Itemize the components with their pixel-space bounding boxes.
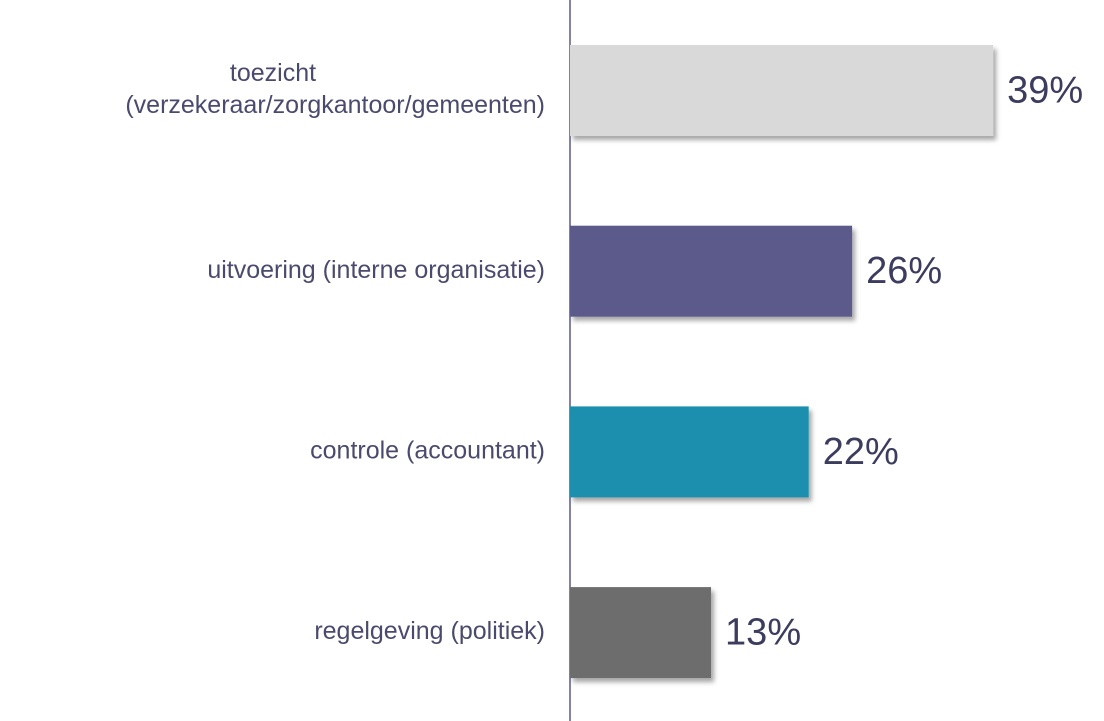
category-label: (verzekeraar/zorgkantoor/gemeenten) <box>125 91 545 119</box>
bar <box>570 225 853 317</box>
value-label: 13% <box>725 612 801 654</box>
bar <box>570 45 994 136</box>
bar <box>570 587 712 679</box>
category-label: controle (accountant) <box>310 437 545 465</box>
value-label: 26% <box>866 250 942 292</box>
value-label: 22% <box>823 431 899 473</box>
category-label: toezicht <box>230 59 316 87</box>
category-label: regelgeving (politiek) <box>314 617 545 645</box>
category-label: uitvoering (interne organisatie) <box>207 256 545 284</box>
bar <box>570 406 809 498</box>
value-label: 39% <box>1007 70 1083 112</box>
